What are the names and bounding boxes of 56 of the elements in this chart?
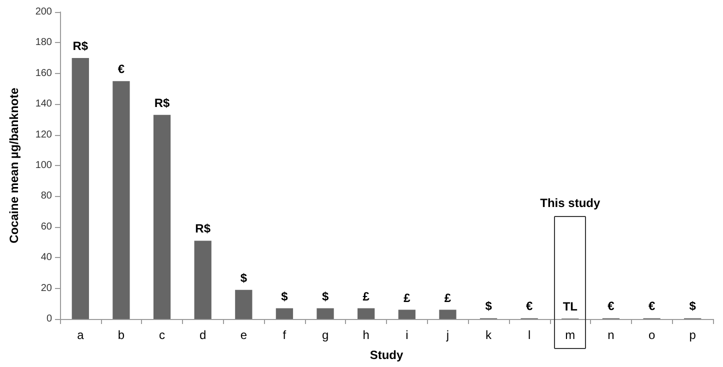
x-tick-label: f (282, 328, 287, 342)
y-tick-label: 120 (35, 129, 52, 140)
x-tick-label: b (118, 328, 125, 342)
bar (194, 240, 212, 319)
x-tick-label: p (689, 328, 696, 342)
bar (112, 81, 130, 319)
data-label: $ (485, 299, 492, 314)
data-label: $ (281, 289, 288, 304)
x-tick-label: h (362, 328, 370, 342)
x-tick-label: j (445, 328, 450, 342)
x-tick-label: o (648, 328, 656, 342)
bar (316, 308, 334, 319)
bar (235, 290, 252, 319)
x-tick-label: k (486, 328, 493, 342)
y-axis-title: Cocaine mean µg/banknote (7, 87, 21, 244)
data-label: R$ (195, 222, 211, 236)
bar (153, 114, 171, 319)
y-tick-label: 0 (46, 314, 52, 324)
y-tick-label: 80 (40, 190, 52, 202)
data-label: R$ (72, 39, 88, 54)
x-tick-label: m (565, 328, 576, 342)
x-tick-label: e (240, 328, 248, 342)
data-label: $ (689, 299, 696, 314)
y-tick-label: 200 (35, 6, 52, 18)
bar (72, 58, 89, 319)
bar (439, 310, 456, 319)
y-tick-label: 40 (40, 252, 52, 264)
data-label: $ (322, 289, 329, 304)
data-label: £ (444, 290, 452, 305)
data-label: R$ (154, 96, 170, 110)
bar (276, 308, 294, 319)
data-label: € (118, 62, 125, 76)
x-tick-label: n (608, 328, 614, 342)
y-tick-label: 180 (35, 37, 52, 48)
x-tick-label: d (200, 328, 206, 342)
data-label: TL (562, 300, 578, 314)
y-tick-label: 60 (40, 221, 52, 232)
annotation: This study (540, 196, 600, 210)
y-tick-label: 140 (35, 98, 52, 110)
data-label: € (526, 299, 533, 314)
bar (358, 308, 375, 319)
data-label: $ (240, 270, 248, 285)
data-label: € (608, 299, 615, 314)
y-tick-label: 20 (40, 282, 52, 294)
data-label: £ (362, 289, 370, 304)
y-tick-label: 160 (35, 68, 52, 79)
y-tick-label: 100 (35, 160, 52, 171)
x-tick-label: i (406, 328, 408, 342)
x-tick-label: a (77, 328, 84, 342)
x-axis-title: Study (370, 348, 404, 362)
data-label: € (648, 299, 656, 314)
data-label: £ (404, 290, 411, 305)
x-tick-label: g (322, 328, 329, 342)
x-tick-label: l (528, 328, 531, 342)
x-tick-label: c (159, 328, 166, 342)
bar (398, 310, 416, 319)
